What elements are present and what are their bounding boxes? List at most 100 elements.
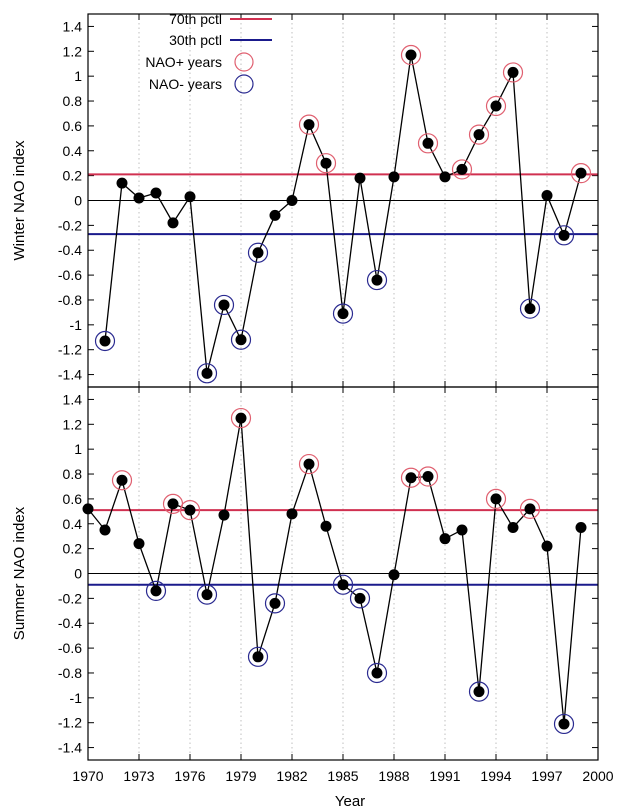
data-point: [541, 540, 553, 552]
data-point: [507, 66, 519, 78]
y-tick-label: 0.8: [63, 93, 83, 109]
legend-label-30th-pctl: 30th pctl: [169, 32, 222, 48]
nao-plus-marker: [451, 159, 473, 180]
y-tick-label: -1.2: [58, 715, 82, 731]
x-tick-label: 1973: [123, 768, 154, 784]
data-point: [184, 504, 196, 516]
y-tick-label: 1: [74, 68, 82, 84]
data-point: [422, 137, 434, 149]
nao-plus-marker: [400, 44, 422, 66]
summer-panel: 1.4 1.2 1 0.8 0.6 0.4 0.2 0 -0.2 -0.4 -0.6 -0.8 -1 -1…: [11, 386, 599, 761]
nao-plus-marker: [570, 163, 592, 184]
y-tick-label: 0.6: [63, 118, 83, 134]
nao-minus-marker: [366, 662, 388, 684]
y-tick-label: 0.8: [63, 466, 83, 482]
y-tick-label: -1: [70, 690, 83, 706]
nao-minus-marker: [553, 225, 575, 246]
winter-panel: 1.4 1.2 1 0.8 0.6 0.4 0.2 0 -0.2 -0.4 -0.6 -0.8 -1 -1…: [11, 13, 599, 388]
data-point: [235, 334, 247, 346]
x-tick-label: 1976: [174, 768, 205, 784]
y-tick-label: 0: [74, 566, 82, 582]
data-point: [558, 718, 570, 730]
data-point: [303, 458, 315, 470]
data-point: [371, 667, 383, 679]
nao-plus-marker: [485, 488, 507, 509]
data-point: [218, 299, 230, 311]
data-point: [405, 472, 417, 484]
y-tick-label: 0.4: [63, 143, 83, 159]
data-point: [320, 520, 332, 532]
data-point: [541, 190, 553, 202]
data-point: [524, 503, 536, 515]
y-tick-label: -1.4: [58, 740, 82, 756]
nao-minus-marker: [553, 713, 575, 735]
nao-minus-marker: [349, 588, 371, 609]
legend: 70th pctl 30th pctl NAO+ years NAO- year…: [145, 11, 272, 94]
y-tick-label: -1.2: [58, 342, 82, 358]
data-point: [507, 521, 519, 533]
data-point: [201, 589, 213, 601]
data-point: [354, 592, 366, 604]
nao-plus-marker: [468, 124, 490, 145]
nao-minus-marker: [213, 294, 235, 316]
plot-frame: [87, 386, 599, 761]
x-axis-label: Year: [335, 793, 365, 810]
data-point: [150, 585, 162, 597]
data-point: [286, 508, 298, 520]
y-tick-label: -0.8: [58, 292, 82, 308]
x-tick-label: 1982: [276, 768, 307, 784]
data-point: [99, 524, 111, 536]
x-tick-label: 1985: [327, 768, 358, 784]
data-point: [269, 209, 281, 221]
data-point: [218, 509, 230, 521]
data-point: [133, 192, 145, 204]
x-tick-label: 1994: [480, 768, 511, 784]
nao-minus-marker: [247, 646, 269, 667]
y-tick-label: -0.4: [58, 242, 82, 258]
data-point: [320, 157, 332, 169]
x-tick-label: 1988: [378, 768, 409, 784]
nao-plus-marker: [298, 114, 320, 135]
nao-minus-marker: [230, 329, 252, 350]
legend-label-70th-pctl: 70th pctl: [169, 11, 222, 27]
data-point: [269, 597, 281, 609]
y-tick-label: -0.2: [58, 217, 82, 233]
y-tick-label: 0.2: [63, 541, 83, 557]
data-point: [337, 308, 349, 320]
y-tick-label: -0.8: [58, 665, 82, 681]
legend-swatch-nao-minus-circle: [234, 74, 254, 94]
nao-minus-marker: [332, 574, 354, 595]
data-point: [388, 171, 400, 183]
nao-minus-marker: [468, 681, 490, 702]
data-point: [439, 533, 451, 545]
data-point: [184, 191, 196, 203]
data-point: [116, 177, 128, 189]
nao-plus-marker: [417, 466, 439, 487]
y-tick-label: -0.6: [58, 267, 82, 283]
y-tick-label: 0.2: [63, 168, 83, 184]
nao-plus-marker: [417, 133, 439, 154]
data-point: [235, 412, 247, 424]
nao-minus-marker: [145, 580, 167, 602]
data-point: [354, 172, 366, 184]
data-point: [490, 100, 502, 112]
y-tick-label: -0.2: [58, 590, 82, 606]
legend-label-nao-plus: NAO+ years: [145, 54, 222, 70]
nao-minus-marker: [264, 593, 286, 614]
data-point: [116, 474, 128, 486]
y-axis-label: Winter NAO index: [11, 140, 28, 261]
y-tick-label: -0.6: [58, 640, 82, 656]
legend-label-nao-minus: NAO- years: [149, 76, 222, 92]
data-point: [150, 187, 162, 199]
y-tick-label: 0.4: [63, 516, 83, 532]
nao-plus-marker: [230, 407, 252, 429]
x-tick-label: 1991: [429, 768, 460, 784]
data-point: [524, 303, 536, 315]
y-tick-label: 1.4: [63, 391, 83, 407]
data-point: [286, 195, 298, 206]
nao-minus-marker: [519, 298, 541, 319]
data-point: [439, 171, 451, 183]
data-point: [575, 521, 587, 533]
y-tick-label: 1.4: [63, 18, 83, 34]
y-tick-label: 1.2: [63, 416, 83, 432]
